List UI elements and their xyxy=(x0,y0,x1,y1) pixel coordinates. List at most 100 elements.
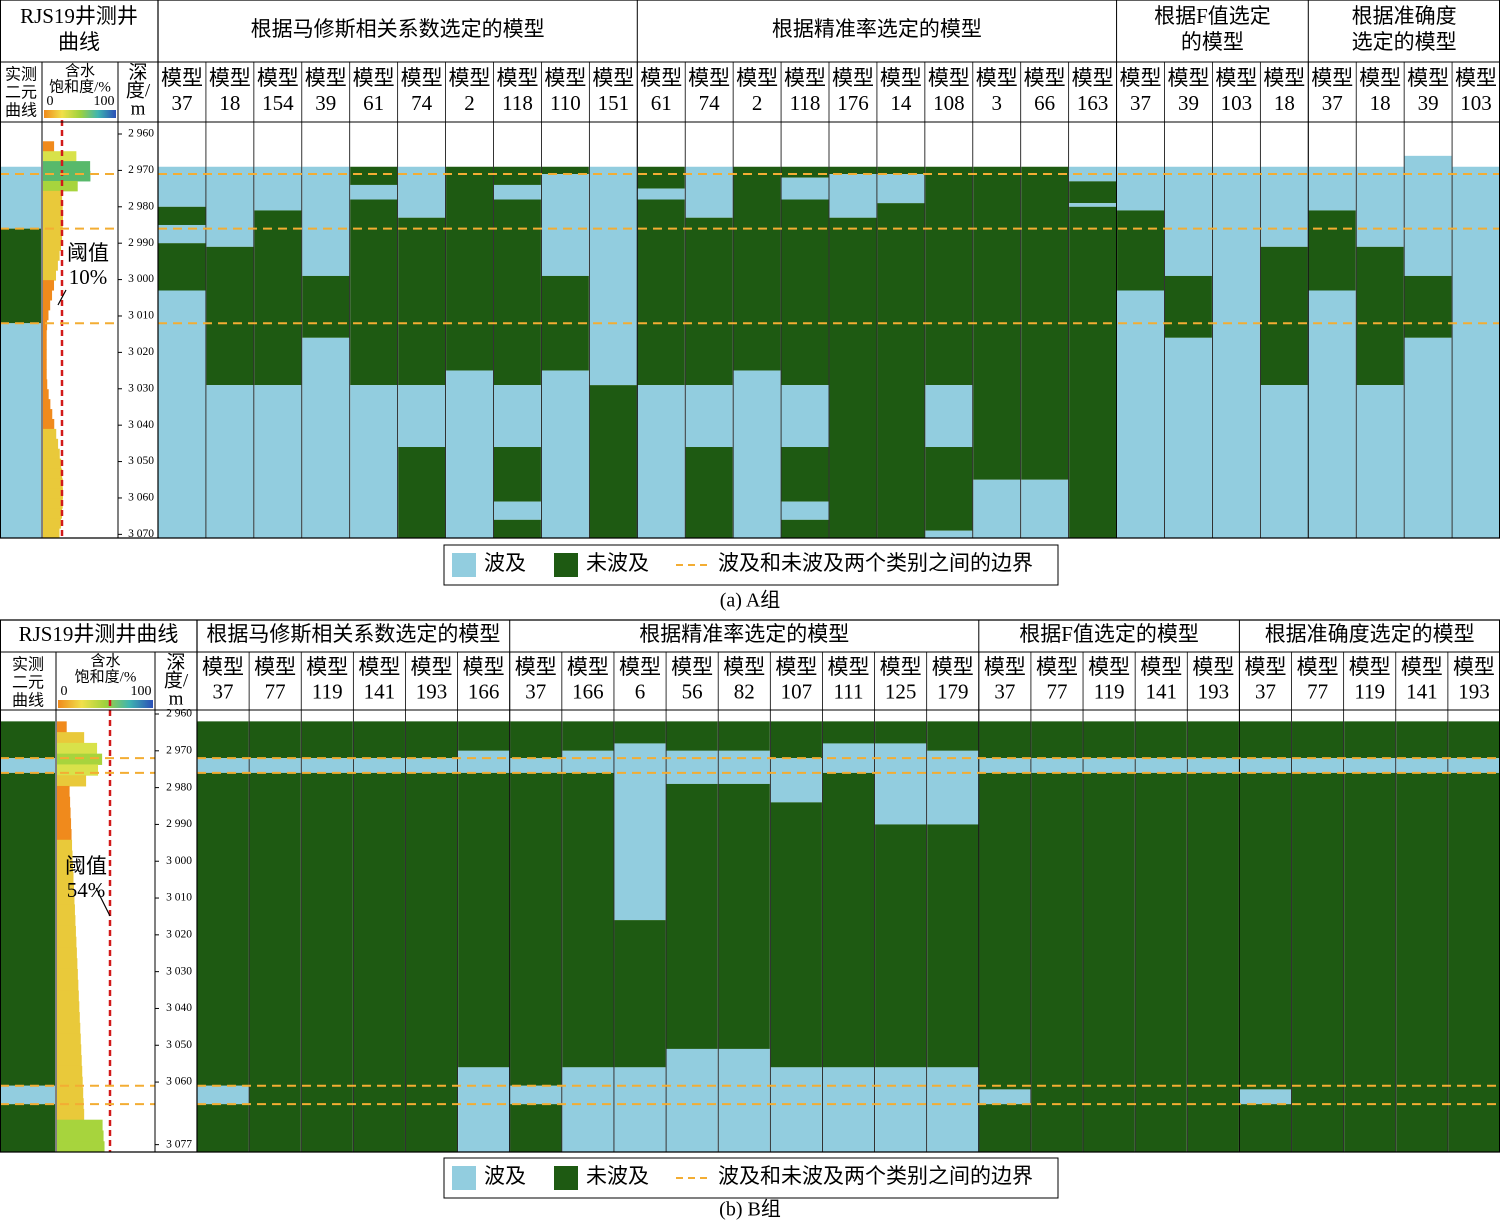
segment-swept xyxy=(1396,758,1448,773)
model-label: 模型 xyxy=(736,66,778,90)
model-id: 37 xyxy=(994,680,1015,704)
measured-segment-unswept xyxy=(1,721,55,759)
depth-tick-label: 3 010 xyxy=(128,310,154,322)
segment-unswept xyxy=(1187,772,1239,1152)
depth-axis: 2 960 2 970 2 980 2 990 3 000 3 010 3 020 3 030… xyxy=(118,128,154,540)
saturation-band xyxy=(43,428,57,440)
model-label: 模型 xyxy=(671,655,713,679)
saturation-band xyxy=(57,1076,83,1088)
model-id: 141 xyxy=(364,680,396,704)
saturation-band xyxy=(43,508,63,519)
segment-swept xyxy=(770,758,822,803)
saturation-band xyxy=(57,839,73,852)
segment-swept xyxy=(666,1048,718,1152)
measured-segment-swept xyxy=(1,166,41,229)
depth-label: 度/ xyxy=(126,79,151,101)
legend-label-boundary: 波及和未波及两个类别之间的边界 xyxy=(718,551,1033,575)
group-title: 根据精准率选定的模型 xyxy=(772,17,982,41)
saturation-band xyxy=(57,936,77,948)
segment-unswept xyxy=(1083,772,1135,1152)
saturation-band xyxy=(57,764,99,776)
segment-unswept xyxy=(353,772,405,1152)
model-id: 111 xyxy=(834,680,864,704)
saturation-band xyxy=(43,319,48,331)
model-column-2: 模型2 xyxy=(445,62,493,538)
segment-swept xyxy=(398,166,446,218)
depth-tick-label: 3 050 xyxy=(128,455,154,467)
model-id: 118 xyxy=(790,91,821,115)
group-title: 根据准确度选定的模型 xyxy=(1265,622,1475,646)
model-label: 模型 xyxy=(202,655,244,679)
saturation-band xyxy=(43,240,62,251)
model-id: 118 xyxy=(502,91,533,115)
segment-swept xyxy=(458,750,510,773)
well-title-text: 曲线 xyxy=(58,30,100,54)
depth-tick-label: 3 000 xyxy=(166,855,192,867)
model-id: 119 xyxy=(1354,680,1385,704)
model-id: 125 xyxy=(885,680,917,704)
model-id: 179 xyxy=(937,680,969,704)
segment-swept xyxy=(249,758,301,773)
legend-swatch-swept xyxy=(452,1166,476,1190)
model-label: 模型 xyxy=(411,655,453,679)
saturation-band xyxy=(57,1055,82,1067)
segment-swept xyxy=(254,385,302,538)
saturation-band xyxy=(57,742,98,755)
segment-unswept xyxy=(1448,721,1500,759)
depth-label: 度/ xyxy=(164,669,189,691)
depth-tick-label: 2 980 xyxy=(128,200,154,212)
segment-unswept xyxy=(1344,772,1396,1152)
depth-tick-label: 3 020 xyxy=(166,928,192,940)
well-title: RJS19井测井曲线 xyxy=(20,4,138,54)
segment-unswept xyxy=(973,166,1021,480)
measured-segment-swept xyxy=(1,1085,55,1105)
segment-swept xyxy=(685,385,733,448)
segment-swept xyxy=(781,177,829,200)
segment-unswept xyxy=(249,721,301,759)
segment-unswept xyxy=(637,199,685,386)
segment-unswept xyxy=(1239,772,1292,1090)
saturation-band xyxy=(43,369,47,380)
model-label: 模型 xyxy=(1140,655,1182,679)
model-label: 模型 xyxy=(1311,66,1353,90)
segment-swept xyxy=(1165,166,1212,276)
saturation-band xyxy=(43,379,48,390)
saturation-band xyxy=(43,409,53,420)
model-id: 39 xyxy=(315,91,336,115)
model-label: 模型 xyxy=(1453,655,1495,679)
segment-unswept xyxy=(1356,246,1404,386)
saturation-max-label: 100 xyxy=(94,94,115,109)
depth-tick-label: 3 070 xyxy=(128,528,154,540)
segment-unswept xyxy=(206,246,254,386)
legend-box xyxy=(443,544,1059,586)
saturation-band xyxy=(57,721,67,733)
model-group: 根据马修斯相关系数选定的模型模型37模型18模型154模型39模型61模型74模… xyxy=(157,0,637,538)
saturation-band xyxy=(57,1065,83,1078)
segment-swept xyxy=(1069,203,1117,207)
segment-unswept xyxy=(302,275,350,338)
saturation-band xyxy=(57,1001,80,1013)
group-title: 的模型 xyxy=(1181,30,1244,54)
model-label: 模型 xyxy=(1167,66,1209,90)
saturation-band xyxy=(43,468,63,479)
legend: 波及 未波及 波及和未波及两个类别之间的边界 xyxy=(443,1157,1059,1199)
segment-unswept xyxy=(494,166,541,185)
segment-unswept xyxy=(562,721,614,751)
segment-unswept xyxy=(718,783,770,1049)
saturation-band xyxy=(43,161,91,172)
segment-swept xyxy=(350,184,398,200)
model-label: 模型 xyxy=(567,655,609,679)
segment-unswept xyxy=(1292,721,1344,759)
segment-unswept xyxy=(405,772,458,1152)
model-label: 模型 xyxy=(401,66,443,90)
model-column-6: 模型6 xyxy=(613,652,666,1152)
